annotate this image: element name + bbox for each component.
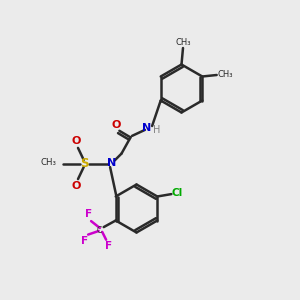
Text: CH₃: CH₃ <box>176 38 191 47</box>
Text: O: O <box>112 120 121 130</box>
Text: F: F <box>85 209 92 219</box>
Text: C: C <box>97 226 102 235</box>
Text: N: N <box>142 123 152 133</box>
Text: F: F <box>105 241 112 251</box>
Text: F: F <box>81 236 88 246</box>
Text: CH₃: CH₃ <box>40 158 56 167</box>
Text: O: O <box>72 181 81 191</box>
Text: H: H <box>153 125 161 135</box>
Text: N: N <box>107 158 116 169</box>
Text: CH₃: CH₃ <box>217 70 233 79</box>
Text: O: O <box>72 136 81 146</box>
Text: Cl: Cl <box>172 188 183 198</box>
Text: S: S <box>80 157 89 170</box>
